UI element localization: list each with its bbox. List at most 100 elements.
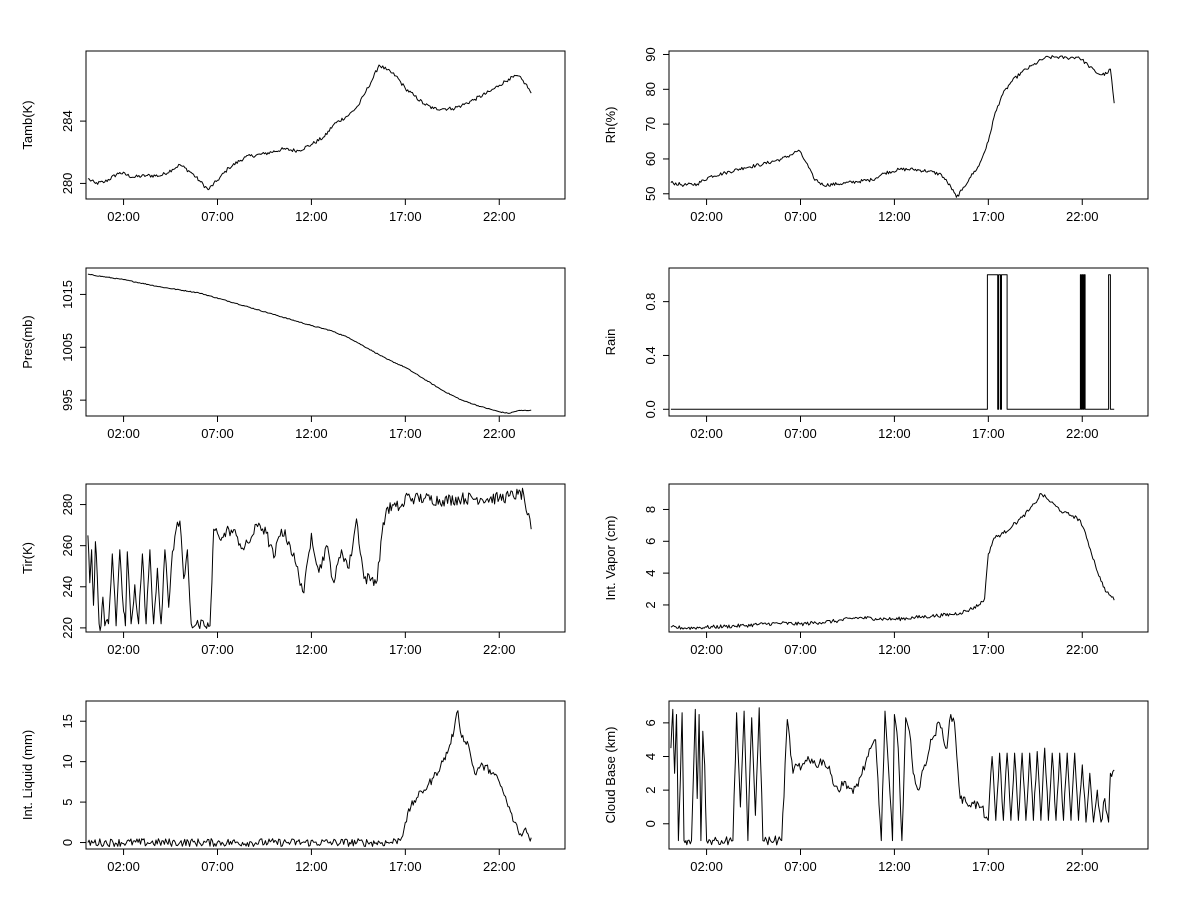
y-tick-label: 1005 (60, 333, 75, 362)
y-tick-label: 60 (643, 152, 658, 166)
plot-frame (668, 483, 1149, 633)
series-line (670, 493, 1115, 630)
series-line (87, 273, 532, 414)
y-axis-label: Rain (603, 329, 618, 356)
series-line (87, 710, 532, 848)
y-tick-label: 280 (60, 494, 75, 516)
y-tick-label: 220 (60, 617, 75, 639)
x-tick-label: 07:00 (201, 426, 234, 441)
y-axis-label: Rh(%) (603, 107, 618, 144)
y-tick-label: 70 (643, 117, 658, 131)
series-line (670, 55, 1115, 198)
x-tick-label: 22:00 (483, 859, 516, 874)
y-tick-label: 8 (643, 506, 658, 513)
y-tick-label: 0.8 (643, 293, 658, 311)
y-tick-label: 0.4 (643, 346, 658, 364)
x-tick-label: 17:00 (972, 642, 1005, 657)
y-tick-label: 0 (60, 839, 75, 846)
y-tick-label: 50 (643, 187, 658, 201)
y-tick-label: 6 (643, 719, 658, 726)
y-tick-label: 995 (60, 389, 75, 411)
x-tick-label: 22:00 (483, 642, 516, 657)
x-tick-label: 02:00 (690, 426, 723, 441)
y-tick-label: 260 (60, 535, 75, 557)
y-tick-label: 1015 (60, 280, 75, 309)
x-tick-label: 07:00 (784, 859, 817, 874)
y-axis-label: Tamb(K) (20, 100, 35, 149)
y-tick-label: 2 (643, 787, 658, 794)
chart-panel-3: 02:00 07:00 12:00 17:00 22:00 995 1005 1015 Pres… (20, 267, 566, 441)
y-tick-label: 5 (60, 798, 75, 805)
plot-frame (85, 267, 566, 417)
y-tick-label: 4 (643, 753, 658, 760)
x-tick-label: 17:00 (972, 426, 1005, 441)
y-tick-label: 284 (60, 110, 75, 132)
chart-panel-6: 02:00 07:00 12:00 17:00 22:00 2 4 6 8 Int. Vapor … (603, 483, 1149, 657)
chart-panel-8: 02:00 07:00 12:00 17:00 22:00 0 2 4 6 Cloud Base … (603, 700, 1149, 874)
chart-panel-1: 02:00 07:00 12:00 17:00 22:00 280 284 Tamb(K) (20, 50, 566, 224)
y-tick-label: 10 (60, 754, 75, 768)
x-tick-label: 22:00 (1066, 209, 1099, 224)
x-tick-label: 02:00 (107, 642, 140, 657)
x-tick-label: 07:00 (201, 642, 234, 657)
x-tick-label: 12:00 (295, 642, 328, 657)
x-tick-label: 02:00 (107, 426, 140, 441)
x-tick-label: 07:00 (784, 642, 817, 657)
y-tick-label: 6 (643, 538, 658, 545)
x-tick-label: 12:00 (295, 426, 328, 441)
x-tick-label: 12:00 (295, 209, 328, 224)
y-axis-label: Cloud Base (km) (603, 727, 618, 824)
chart-panel-5: 02:00 07:00 12:00 17:00 22:00 220 240 260 280 Tir… (20, 483, 566, 657)
x-tick-label: 07:00 (201, 209, 234, 224)
x-tick-label: 12:00 (878, 426, 911, 441)
x-tick-label: 02:00 (690, 209, 723, 224)
x-tick-label: 22:00 (1066, 426, 1099, 441)
y-tick-label: 15 (60, 714, 75, 728)
x-tick-label: 17:00 (389, 209, 422, 224)
chart-panel-7: 02:00 07:00 12:00 17:00 22:00 0 5 10 15 Int. Liqu… (20, 700, 566, 874)
chart-panel-4: 02:00 07:00 12:00 17:00 22:00 0.0 0.4 0.8 Rain (603, 267, 1149, 441)
plot-frame (85, 483, 566, 633)
x-tick-label: 17:00 (389, 426, 422, 441)
series-line (670, 707, 1115, 846)
y-tick-label: 4 (643, 570, 658, 577)
y-tick-label: 2 (643, 601, 658, 608)
x-tick-label: 17:00 (972, 859, 1005, 874)
series-line (670, 274, 1115, 410)
x-tick-label: 17:00 (389, 642, 422, 657)
y-tick-label: 280 (60, 173, 75, 195)
x-tick-label: 02:00 (107, 859, 140, 874)
plot-frame (85, 700, 566, 850)
plot-frame (668, 267, 1149, 417)
x-tick-label: 07:00 (201, 859, 234, 874)
chart-panel-2: 02:00 07:00 12:00 17:00 22:00 50 60 70 80 90 Rh(%) (603, 47, 1149, 224)
y-tick-label: 0 (643, 820, 658, 827)
y-tick-label: 80 (643, 82, 658, 96)
x-tick-label: 02:00 (690, 642, 723, 657)
y-axis-label: Pres(mb) (20, 315, 35, 368)
x-tick-label: 02:00 (107, 209, 140, 224)
y-axis-label: Int. Vapor (cm) (603, 515, 618, 600)
x-tick-label: 07:00 (784, 426, 817, 441)
x-tick-label: 22:00 (1066, 642, 1099, 657)
x-tick-label: 17:00 (972, 209, 1005, 224)
x-tick-label: 12:00 (878, 859, 911, 874)
x-tick-label: 12:00 (878, 642, 911, 657)
y-axis-label: Tir(K) (20, 542, 35, 574)
plot-frame (85, 50, 566, 200)
series-line (87, 64, 532, 191)
plot-frame (668, 700, 1149, 850)
y-tick-label: 90 (643, 47, 658, 61)
x-tick-label: 17:00 (389, 859, 422, 874)
x-tick-label: 22:00 (483, 209, 516, 224)
x-tick-label: 22:00 (483, 426, 516, 441)
x-tick-label: 12:00 (878, 209, 911, 224)
x-tick-label: 22:00 (1066, 859, 1099, 874)
y-tick-label: 0.0 (643, 400, 658, 418)
y-tick-label: 240 (60, 576, 75, 598)
y-axis-label: Int. Liquid (mm) (20, 730, 35, 820)
plot-frame (668, 50, 1149, 200)
x-tick-label: 02:00 (690, 859, 723, 874)
x-tick-label: 12:00 (295, 859, 328, 874)
